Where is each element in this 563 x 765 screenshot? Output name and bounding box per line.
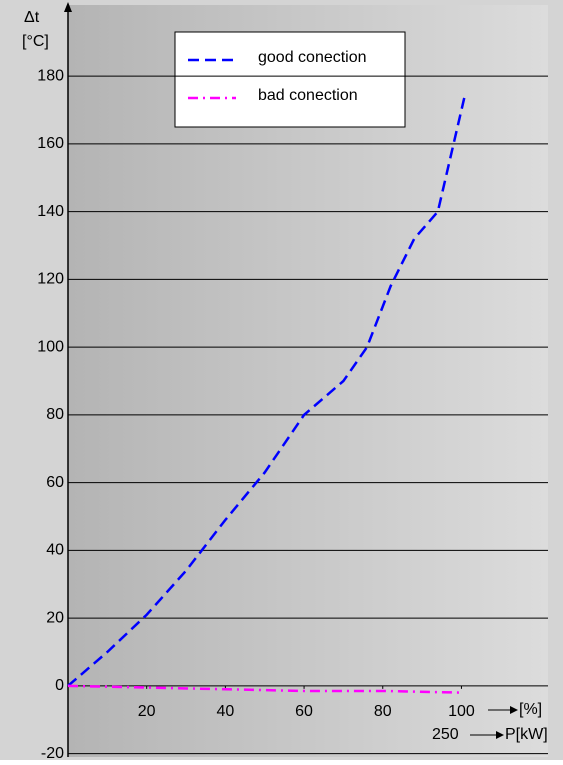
- y-tick-label: 100: [37, 338, 64, 355]
- y-tick-label: 60: [46, 474, 64, 491]
- x-tick-label: 80: [374, 703, 392, 720]
- y-tick-label: 120: [37, 271, 64, 288]
- legend: [174, 31, 406, 128]
- y-tick-label: -20: [41, 745, 64, 760]
- series-line: [67, 92, 467, 687]
- x-arrow-head: [510, 706, 518, 714]
- y-tick-label: 160: [37, 135, 64, 152]
- x2-label: P[kW]: [505, 726, 548, 743]
- x-label: [%]: [519, 701, 542, 718]
- x-tick-label: 60: [295, 703, 313, 720]
- x2-tick: 250: [432, 726, 459, 743]
- y-label: Δt: [24, 9, 40, 26]
- x-tick-label: 100: [448, 703, 475, 720]
- x-tick-label: 20: [138, 703, 156, 720]
- y-tick-label: 0: [55, 677, 64, 694]
- x-tick-label: 40: [216, 703, 234, 720]
- y-tick-label: 20: [46, 609, 64, 626]
- y-arrow: [64, 2, 72, 12]
- legend-label: good conection: [258, 49, 367, 66]
- y-tick-label: 140: [37, 203, 64, 220]
- y-unit: [°C]: [22, 33, 49, 50]
- x2-arrow-head: [496, 731, 504, 739]
- plot-area: [68, 5, 548, 757]
- legend-label: bad conection: [258, 87, 358, 104]
- y-tick-label: 180: [37, 67, 64, 84]
- y-tick-label: 40: [46, 542, 64, 559]
- y-tick-label: 80: [46, 406, 64, 423]
